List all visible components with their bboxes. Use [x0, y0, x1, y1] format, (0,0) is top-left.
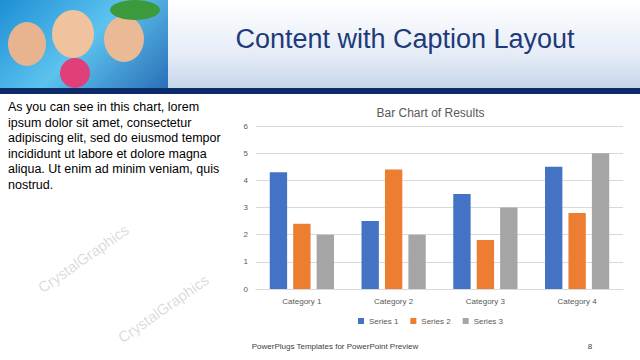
html-text:8: 8 [587, 342, 593, 351]
html-text:CrystalGraphics: CrystalGraphics [114, 270, 212, 347]
svg-text:Category 4: Category 4 [558, 297, 598, 306]
svg-text:6: 6 [244, 122, 249, 131]
html-text:PowerPlugs Templates for Power: PowerPlugs Templates for PowerPoint Prev… [251, 342, 419, 351]
svg-text:4: 4 [244, 176, 249, 185]
svg-text:2: 2 [244, 230, 249, 239]
svg-text:3: 3 [244, 203, 249, 212]
svg-text:Series 2: Series 2 [421, 317, 451, 326]
html-text:As you can see in this chart,: As you can see in this chart, lorem ipsu… [8, 100, 221, 192]
svg-text:Category 3: Category 3 [466, 297, 506, 306]
svg-text:Bar Chart of Results: Bar Chart of Results [376, 106, 484, 120]
svg-text:Series 3: Series 3 [474, 317, 504, 326]
svg-text:Category 1: Category 1 [282, 297, 322, 306]
svg-text:Series 1: Series 1 [369, 317, 399, 326]
svg-text:0: 0 [244, 285, 249, 294]
html-text:CrystalGraphics: CrystalGraphics [34, 220, 132, 297]
svg-text:1: 1 [244, 257, 249, 266]
html-text:Content with Caption Layout: Content with Caption Layout [235, 24, 575, 54]
svg-text:Category 2: Category 2 [374, 297, 414, 306]
svg-text:5: 5 [244, 149, 249, 158]
